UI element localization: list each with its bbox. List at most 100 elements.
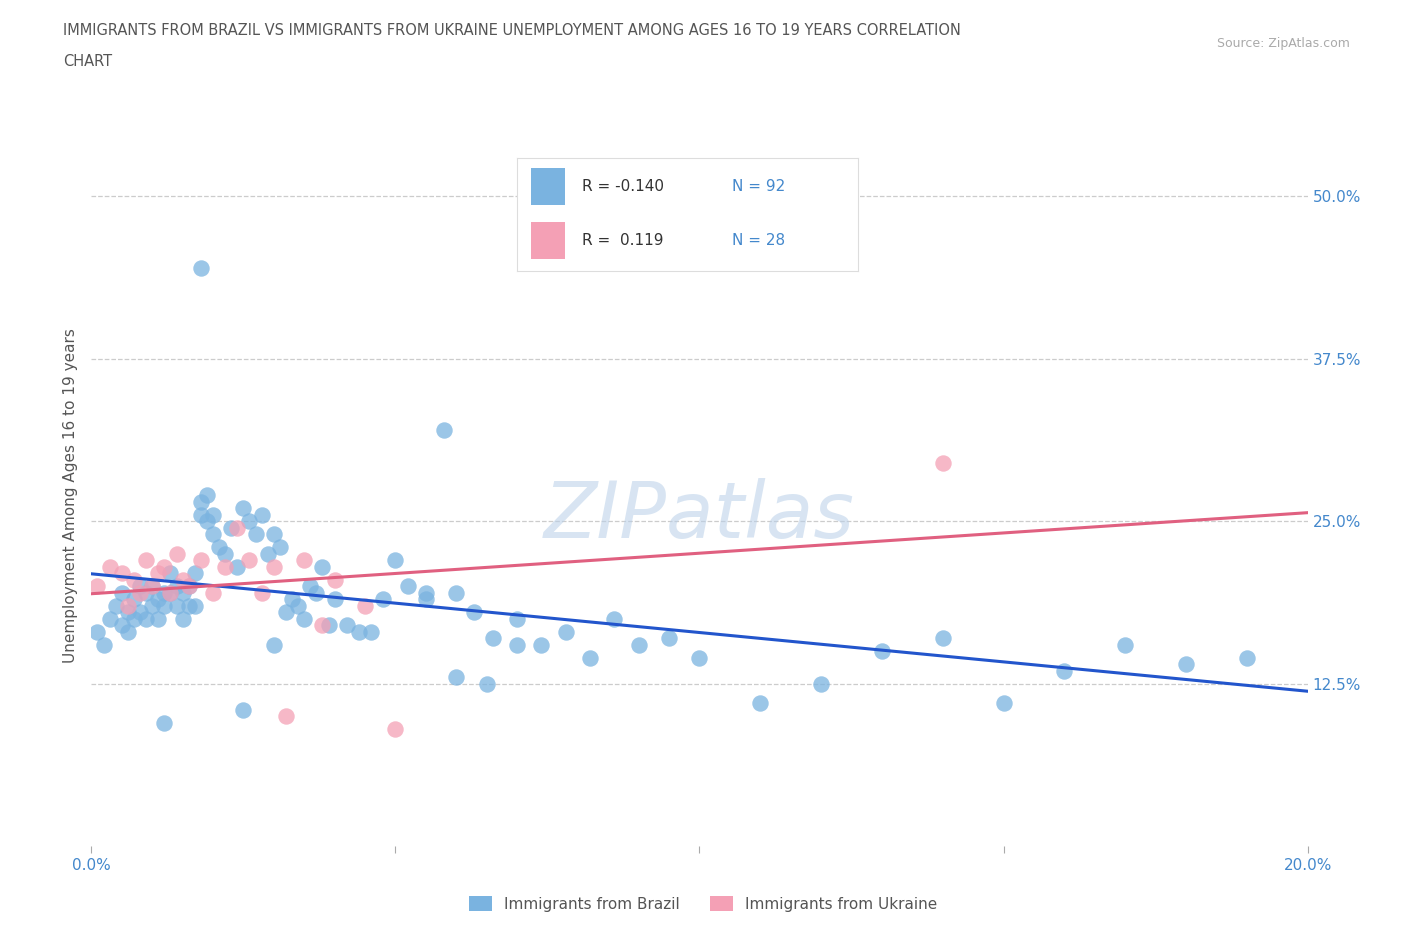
Point (135, 585, 157, 600)
Point (195, 513, 218, 528)
Point (415, 585, 437, 600)
Point (93, 637, 115, 652)
Point (135, 611, 157, 626)
Point (481, 631, 503, 645)
Point (202, 507, 225, 522)
Point (195, 488, 218, 503)
Text: N = 92: N = 92 (731, 179, 785, 194)
Point (117, 604, 139, 619)
Point (117, 598, 139, 613)
Point (129, 585, 152, 600)
Point (1236, 650, 1258, 665)
Point (603, 611, 626, 626)
Point (184, 598, 207, 613)
Point (245, 526, 267, 541)
Point (287, 598, 309, 613)
Point (415, 591, 437, 606)
Point (122, 572, 145, 587)
Point (214, 559, 236, 574)
Point (810, 676, 832, 691)
Point (336, 618, 359, 632)
Text: N = 28: N = 28 (731, 233, 785, 248)
Point (1114, 637, 1136, 652)
Point (870, 644, 893, 658)
Point (274, 604, 297, 619)
Point (129, 578, 152, 593)
Point (238, 552, 260, 567)
Point (135, 552, 157, 567)
Point (166, 598, 188, 613)
Point (263, 637, 285, 652)
Point (384, 552, 406, 567)
Point (627, 637, 650, 652)
Point (354, 598, 377, 613)
Point (311, 618, 333, 632)
Legend: Immigrants from Brazil, Immigrants from Ukraine: Immigrants from Brazil, Immigrants from … (463, 889, 943, 918)
Point (506, 611, 529, 626)
Point (111, 565, 134, 580)
Point (117, 624, 139, 639)
Point (347, 624, 370, 639)
Point (184, 565, 207, 580)
Point (263, 559, 285, 574)
Point (122, 611, 145, 626)
Y-axis label: Unemployment Among Ages 16 to 19 years: Unemployment Among Ages 16 to 19 years (62, 327, 77, 663)
Point (86, 624, 108, 639)
Point (159, 585, 181, 600)
Point (263, 526, 285, 541)
Point (172, 585, 194, 600)
Point (86, 578, 108, 593)
Point (238, 513, 260, 528)
Point (579, 650, 602, 665)
Point (1174, 657, 1197, 671)
Point (153, 715, 176, 730)
Point (506, 637, 529, 652)
Point (166, 578, 188, 593)
Point (98, 611, 121, 626)
Point (323, 572, 346, 587)
Point (232, 500, 254, 515)
Point (153, 598, 176, 613)
Point (148, 565, 170, 580)
Point (111, 618, 134, 632)
Point (190, 494, 212, 509)
Point (1053, 663, 1076, 678)
Point (993, 696, 1015, 711)
Point (122, 591, 145, 606)
Point (256, 546, 278, 561)
Point (396, 578, 419, 593)
Point (141, 578, 163, 593)
Point (226, 559, 249, 574)
Point (129, 604, 152, 619)
Point (148, 611, 170, 626)
Point (931, 631, 953, 645)
Point (281, 591, 304, 606)
Text: R =  0.119: R = 0.119 (582, 233, 664, 248)
Point (232, 702, 254, 717)
Point (433, 423, 456, 438)
Point (214, 546, 236, 561)
Point (166, 546, 188, 561)
Text: CHART: CHART (63, 54, 112, 69)
Point (463, 604, 485, 619)
Point (177, 598, 200, 613)
Point (360, 624, 382, 639)
Point (148, 591, 170, 606)
Point (172, 611, 194, 626)
Text: Source: ZipAtlas.com: Source: ZipAtlas.com (1216, 37, 1350, 50)
Point (208, 539, 231, 554)
Point (153, 585, 176, 600)
Point (177, 578, 200, 593)
Point (318, 618, 340, 632)
Point (111, 585, 134, 600)
Text: IMMIGRANTS FROM BRAZIL VS IMMIGRANTS FROM UKRAINE UNEMPLOYMENT AMONG AGES 16 TO : IMMIGRANTS FROM BRAZIL VS IMMIGRANTS FRO… (63, 23, 962, 38)
Point (749, 696, 772, 711)
FancyBboxPatch shape (530, 168, 565, 206)
Point (98, 559, 121, 574)
Point (153, 559, 176, 574)
Point (931, 456, 953, 471)
Point (159, 585, 181, 600)
Point (141, 578, 163, 593)
Point (373, 591, 395, 606)
Point (159, 565, 181, 580)
